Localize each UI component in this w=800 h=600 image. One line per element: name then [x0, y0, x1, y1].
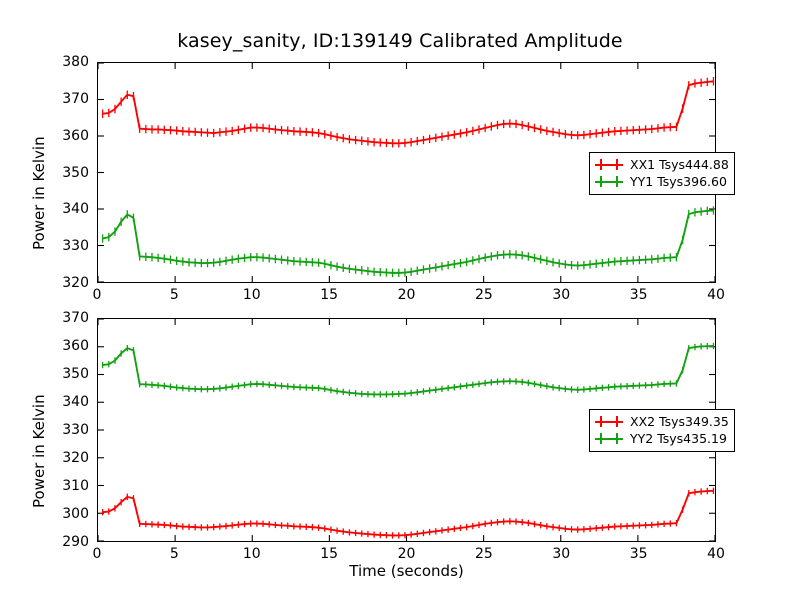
x-tick-label: 25 [474, 287, 493, 303]
y-tick-label: 330 [62, 422, 89, 438]
y-tick-label: 340 [62, 394, 89, 410]
legend-entry-label: YY1 Tsys396.60 [630, 174, 727, 189]
y-tick-label: 320 [62, 275, 89, 291]
y-tick-label: 380 [62, 54, 89, 70]
x-tick-label: 5 [169, 287, 179, 303]
legend-top: XX1 Tsys444.88 YY1 Tsys396.60 [589, 152, 735, 195]
legend-entry: YY2 Tsys435.19 [595, 430, 729, 447]
x-tick-label: 40 [707, 546, 725, 562]
series-yy1 [101, 206, 715, 278]
figure-title: kasey_sanity, ID:139149 Calibrated Ampli… [177, 30, 623, 52]
x-tick-label: 0 [92, 287, 102, 303]
x-tick-label: 25 [474, 546, 493, 562]
x-axis-label: Time (seconds) [349, 562, 464, 580]
y-tick-label: 350 [62, 366, 89, 382]
legend-line-marker-icon [595, 176, 623, 187]
y-tick-label: 290 [62, 534, 89, 550]
legend-entry: XX1 Tsys444.88 [595, 156, 729, 173]
x-tick-label: 30 [552, 287, 571, 303]
x-tick-label: 10 [242, 546, 261, 562]
plot-area-bottom [98, 319, 715, 541]
y-tick-label: 320 [62, 450, 89, 466]
x-tick-label: 15 [320, 546, 339, 562]
x-tick-label: 10 [242, 287, 261, 303]
y-tick-label: 370 [62, 310, 89, 326]
series-yy2 [101, 342, 715, 398]
y-tick-label: 360 [62, 338, 89, 354]
x-tick-label: 40 [707, 287, 725, 303]
x-tick-label: 35 [629, 287, 648, 303]
y-tick-label: 340 [62, 201, 89, 218]
x-tick-label: 20 [397, 287, 416, 303]
y-tick-label: 300 [62, 506, 89, 522]
legend-entry: YY1 Tsys396.60 [595, 173, 729, 190]
y-tick-label: 310 [62, 478, 89, 494]
series-xx2 [101, 487, 715, 539]
x-tick-label: 15 [320, 287, 339, 303]
y-tick-label: 360 [62, 127, 89, 144]
x-tick-label: 5 [169, 546, 179, 562]
y-axis-label-top: Power in Kelvin [30, 136, 48, 250]
legend-entry-label: XX2 Tsys349.35 [630, 414, 729, 429]
series-xx1 [101, 77, 715, 148]
x-tick-label: 20 [397, 546, 416, 562]
legend-line-marker-icon [595, 416, 623, 427]
legend-bottom: XX2 Tsys349.35 YY2 Tsys435.19 [589, 409, 735, 452]
y-tick-label: 350 [62, 164, 89, 181]
x-tick-label: 35 [629, 546, 648, 562]
x-tick-label: 30 [552, 546, 571, 562]
legend-entry-label: XX1 Tsys444.88 [630, 157, 729, 172]
y-tick-label: 370 [62, 90, 89, 107]
legend-line-marker-icon [595, 159, 623, 170]
plot-area-top [98, 63, 715, 282]
y-tick-label: 330 [62, 238, 89, 255]
legend-entry-label: YY2 Tsys435.19 [630, 431, 727, 446]
x-tick-label: 0 [92, 546, 102, 562]
legend-line-marker-icon [595, 433, 623, 444]
legend-entry: XX2 Tsys349.35 [595, 413, 729, 430]
